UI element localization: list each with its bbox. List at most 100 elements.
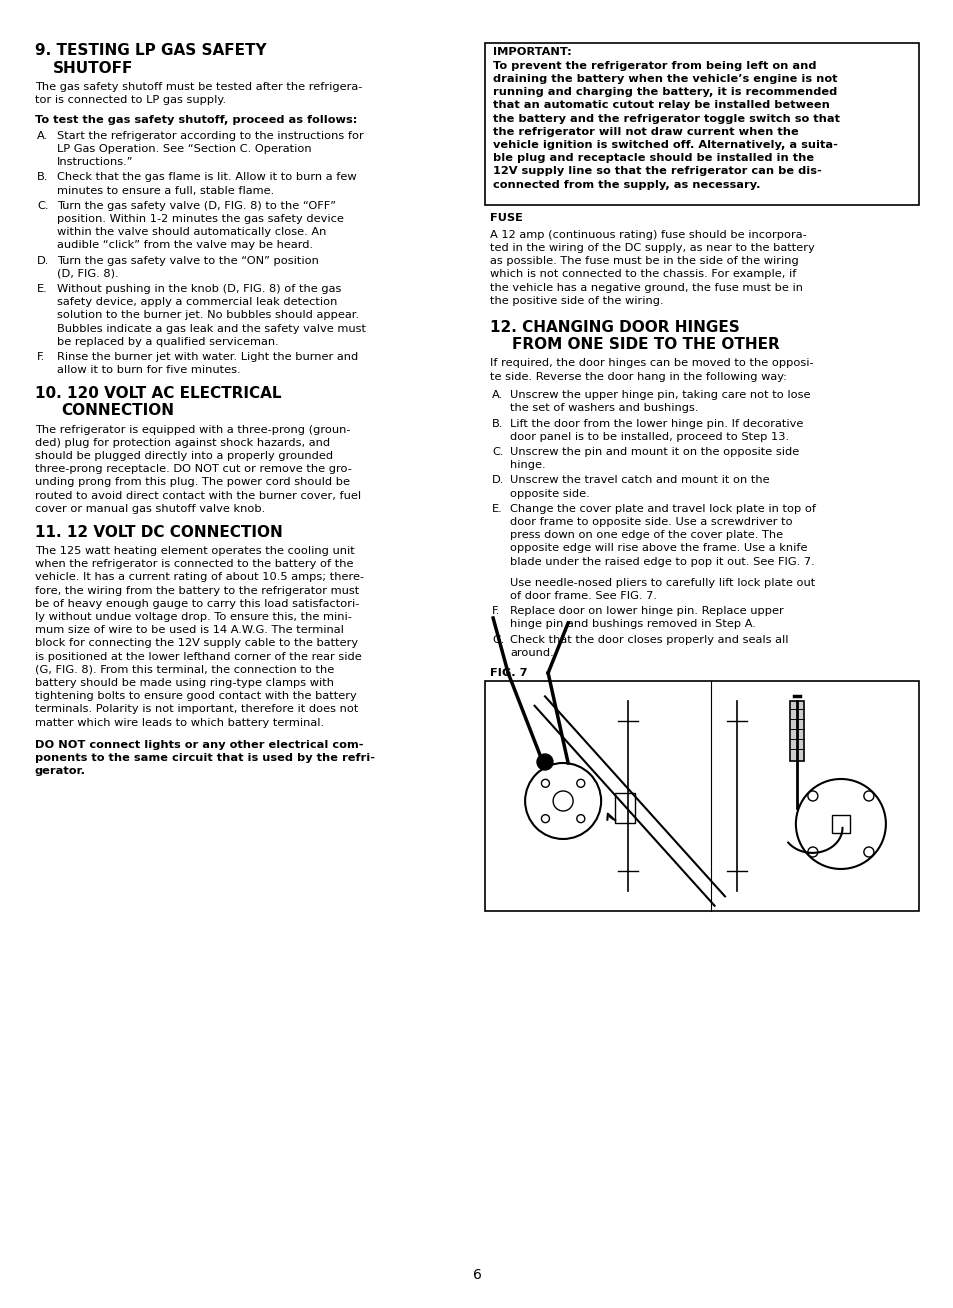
Text: of door frame. See FIG. 7.: of door frame. See FIG. 7. [510,591,657,600]
Text: FUSE: FUSE [490,213,522,222]
Text: A.: A. [37,131,48,141]
Text: E.: E. [492,504,502,514]
Text: 9. TESTING LP GAS SAFETY: 9. TESTING LP GAS SAFETY [35,43,266,58]
Bar [831,815,849,833]
Text: cover or manual gas shutoff valve knob.: cover or manual gas shutoff valve knob. [35,504,265,514]
Text: the refrigerator will not draw current when the: the refrigerator will not draw current w… [493,127,798,137]
Text: If required, the door hinges can be moved to the opposi-: If required, the door hinges can be move… [490,358,813,369]
Text: press down on one edge of the cover plate. The: press down on one edge of the cover plat… [510,530,782,540]
Text: blade under the raised edge to pop it out. See FIG. 7.: blade under the raised edge to pop it ou… [510,557,814,566]
Text: Unscrew the upper hinge pin, taking care not to lose: Unscrew the upper hinge pin, taking care… [510,390,810,400]
Text: te side. Reverse the door hang in the following way:: te side. Reverse the door hang in the fo… [490,371,786,382]
Text: E.: E. [37,284,48,294]
Text: as possible. The fuse must be in the side of the wiring: as possible. The fuse must be in the sid… [490,256,798,267]
Text: Check that the gas flame is lit. Allow it to burn a few: Check that the gas flame is lit. Allow i… [57,173,356,182]
Text: minutes to ensure a full, stable flame.: minutes to ensure a full, stable flame. [57,186,274,196]
Text: opposite side.: opposite side. [510,489,589,498]
Text: Lift the door from the lower hinge pin. If decorative: Lift the door from the lower hinge pin. … [510,419,802,429]
Text: allow it to burn for five minutes.: allow it to burn for five minutes. [57,365,240,375]
Text: tor is connected to LP gas supply.: tor is connected to LP gas supply. [35,95,226,105]
Text: D.: D. [492,475,504,485]
Text: ly without undue voltage drop. To ensure this, the mini-: ly without undue voltage drop. To ensure… [35,612,352,623]
Text: A.: A. [492,390,502,400]
Text: The refrigerator is equipped with a three-prong (groun-: The refrigerator is equipped with a thre… [35,425,350,434]
Text: The 125 watt heating element operates the cooling unit: The 125 watt heating element operates th… [35,545,355,556]
Text: audible “click” from the valve may be heard.: audible “click” from the valve may be he… [57,241,313,250]
Text: position. Within 1-2 minutes the gas safety device: position. Within 1-2 minutes the gas saf… [57,215,343,224]
Text: three-prong receptacle. DO NOT cut or remove the gro-: three-prong receptacle. DO NOT cut or re… [35,464,352,475]
Text: hinge pin and bushings removed in Step A.: hinge pin and bushings removed in Step A… [510,619,755,629]
Text: F.: F. [37,352,45,362]
Text: opposite edge will rise above the frame. Use a knife: opposite edge will rise above the frame.… [510,543,806,553]
Text: D.: D. [37,255,50,266]
Text: A 12 amp (continuous rating) fuse should be incorpora-: A 12 amp (continuous rating) fuse should… [490,230,806,239]
Text: hinge.: hinge. [510,460,545,470]
Text: C.: C. [37,201,49,211]
Text: fore, the wiring from the battery to the refrigerator must: fore, the wiring from the battery to the… [35,586,359,595]
Text: Start the refrigerator according to the instructions for: Start the refrigerator according to the … [57,131,363,141]
Text: (G, FIG. 8). From this terminal, the connection to the: (G, FIG. 8). From this terminal, the con… [35,664,334,675]
Text: tightening bolts to ensure good contact with the battery: tightening bolts to ensure good contact … [35,691,356,701]
Text: running and charging the battery, it is recommended: running and charging the battery, it is … [493,88,837,97]
Text: vehicle ignition is switched off. Alternatively, a suita-: vehicle ignition is switched off. Altern… [493,140,837,150]
Text: be replaced by a qualified serviceman.: be replaced by a qualified serviceman. [57,336,278,347]
Text: solution to the burner jet. No bubbles should appear.: solution to the burner jet. No bubbles s… [57,310,358,320]
Text: within the valve should automatically close. An: within the valve should automatically cl… [57,228,326,237]
Text: vehicle. It has a current rating of about 10.5 amps; there-: vehicle. It has a current rating of abou… [35,573,364,582]
Text: safety device, apply a commercial leak detection: safety device, apply a commercial leak d… [57,297,337,307]
Text: SHUTOFF: SHUTOFF [53,60,133,76]
Text: gerator.: gerator. [35,766,86,777]
Text: C.: C. [492,447,503,456]
Text: FIG. 7: FIG. 7 [490,668,527,678]
Text: LP Gas Operation. See “Section C. Operation: LP Gas Operation. See “Section C. Operat… [57,144,312,154]
Text: Rinse the burner jet with water. Light the burner and: Rinse the burner jet with water. Light t… [57,352,358,362]
Circle shape [537,753,553,770]
Text: Without pushing in the knob (D, FIG. 8) of the gas: Without pushing in the knob (D, FIG. 8) … [57,284,341,294]
Text: The gas safety shutoff must be tested after the refrigera-: The gas safety shutoff must be tested af… [35,82,362,92]
Text: when the refrigerator is connected to the battery of the: when the refrigerator is connected to th… [35,560,354,569]
Text: which is not connected to the chassis. For example, if: which is not connected to the chassis. F… [490,269,796,280]
Text: CONNECTION: CONNECTION [61,403,173,419]
Text: F.: F. [492,606,499,616]
Text: routed to avoid direct contact with the burner cover, fuel: routed to avoid direct contact with the … [35,490,361,501]
Text: DO NOT connect lights or any other electrical com-: DO NOT connect lights or any other elect… [35,740,363,749]
Text: the battery and the refrigerator toggle switch so that: the battery and the refrigerator toggle … [493,114,840,124]
Text: ponents to the same circuit that is used by the refri-: ponents to the same circuit that is used… [35,753,375,764]
Text: unding prong from this plug. The power cord should be: unding prong from this plug. The power c… [35,477,350,488]
Text: 12. CHANGING DOOR HINGES: 12. CHANGING DOOR HINGES [490,319,739,335]
Text: FROM ONE SIDE TO THE OTHER: FROM ONE SIDE TO THE OTHER [512,337,779,352]
Text: Replace door on lower hinge pin. Replace upper: Replace door on lower hinge pin. Replace… [510,606,783,616]
Text: ded) plug for protection against shock hazards, and: ded) plug for protection against shock h… [35,438,330,447]
Text: terminals. Polarity is not important, therefore it does not: terminals. Polarity is not important, th… [35,705,358,714]
Text: battery should be made using ring-type clamps with: battery should be made using ring-type c… [35,678,334,688]
Text: 10. 120 VOLT AC ELECTRICAL: 10. 120 VOLT AC ELECTRICAL [35,386,281,400]
Text: 11. 12 VOLT DC CONNECTION: 11. 12 VOLT DC CONNECTION [35,525,282,540]
Text: B.: B. [492,419,503,429]
Text: block for connecting the 12V supply cable to the battery: block for connecting the 12V supply cabl… [35,638,357,649]
Bar [484,681,918,912]
Text: draining the battery when the vehicle’s engine is not: draining the battery when the vehicle’s … [493,75,837,84]
Text: (D, FIG. 8).: (D, FIG. 8). [57,268,118,279]
Text: the vehicle has a negative ground, the fuse must be in: the vehicle has a negative ground, the f… [490,283,802,293]
Text: To prevent the refrigerator from being left on and: To prevent the refrigerator from being l… [493,61,816,71]
Text: B.: B. [37,173,49,182]
Text: Check that the door closes properly and seals all: Check that the door closes properly and … [510,634,788,645]
Text: Change the cover plate and travel lock plate in top of: Change the cover plate and travel lock p… [510,504,815,514]
Text: To test the gas safety shutoff, proceed as follows:: To test the gas safety shutoff, proceed … [35,115,357,126]
Text: Use needle-nosed pliers to carefully lift lock plate out: Use needle-nosed pliers to carefully lif… [510,578,815,587]
Text: 6: 6 [472,1267,481,1282]
Text: the positive side of the wiring.: the positive side of the wiring. [490,296,663,306]
Bar [790,701,803,761]
Text: door frame to opposite side. Use a screwdriver to: door frame to opposite side. Use a screw… [510,517,792,527]
Text: Unscrew the pin and mount it on the opposite side: Unscrew the pin and mount it on the oppo… [510,447,799,456]
Text: door panel is to be installed, proceed to Step 13.: door panel is to be installed, proceed t… [510,432,788,442]
Text: ble plug and receptacle should be installed in the: ble plug and receptacle should be instal… [493,153,813,164]
Bar [615,793,635,823]
Text: connected from the supply, as necessary.: connected from the supply, as necessary. [493,179,760,190]
Text: Instructions.”: Instructions.” [57,157,133,167]
Bar [484,43,918,205]
Text: Bubbles indicate a gas leak and the safety valve must: Bubbles indicate a gas leak and the safe… [57,323,366,334]
Text: 12V supply line so that the refrigerator can be dis-: 12V supply line so that the refrigerator… [493,166,821,177]
Text: matter which wire leads to which battery terminal.: matter which wire leads to which battery… [35,718,324,727]
Text: G.: G. [492,634,504,645]
